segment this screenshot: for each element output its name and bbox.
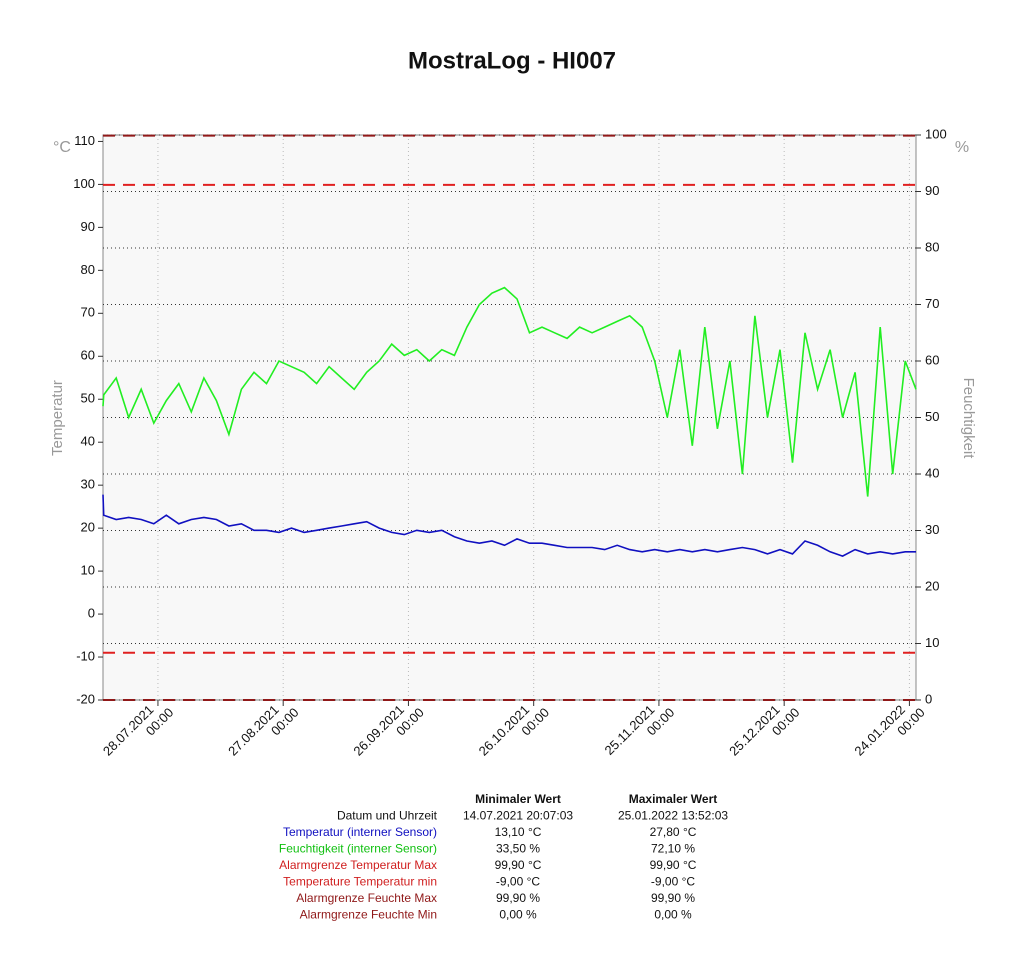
y-tick-label: 90 [81, 219, 95, 234]
y-tick-label: 60 [81, 348, 95, 363]
x-tick-label: 25.12.202100:00 [726, 694, 802, 770]
y-axis-title: Temperatur [49, 380, 66, 456]
min-value: -9,00 °C [496, 875, 540, 889]
row-label: Alarmgrenze Feuchte Max [296, 891, 437, 905]
y-tick-label: 70 [81, 305, 95, 320]
x-tick-label: 26.10.202100:00 [476, 694, 552, 770]
min-value: 13,10 °C [495, 825, 542, 839]
y2-tick-label: 70 [925, 296, 939, 311]
min-value: 14.07.2021 20:07:03 [463, 809, 573, 823]
column-header: Minimaler Wert [475, 792, 561, 806]
min-value: 99,90 % [496, 891, 540, 905]
x-tick-label: 28.07.202100:00 [100, 694, 176, 770]
data-line [102, 286, 917, 497]
row-label: Alarmgrenze Temperatur Max [279, 858, 437, 872]
min-value: 33,50 % [496, 842, 540, 856]
row-label: Alarmgrenze Feuchte Min [300, 908, 437, 922]
data-line [102, 494, 916, 557]
x-tick-label: 26.09.202100:00 [351, 694, 427, 770]
y-tick-label: 20 [81, 520, 95, 535]
row-label: Temperature Temperatur min [283, 875, 437, 889]
row-label: Datum und Uhrzeit [337, 809, 438, 823]
y-tick-label: 100 [73, 176, 95, 191]
min-value: 0,00 % [499, 908, 537, 922]
row-label: Feuchtigkeit (interner Sensor) [279, 842, 437, 856]
y-tick-label: -10 [76, 648, 95, 663]
column-header: Maximaler Wert [629, 792, 717, 806]
y-tick-label: 110 [74, 133, 95, 148]
y2-tick-label: 100 [925, 126, 947, 141]
max-value: 0,00 % [654, 908, 692, 922]
max-value: 99,90 °C [650, 858, 697, 872]
y-tick-label: 40 [81, 434, 95, 449]
y2-tick-label: 90 [925, 183, 939, 198]
y2-tick-label: 60 [925, 352, 939, 367]
y-tick-label: 30 [81, 477, 95, 492]
row-label: Temperatur (interner Sensor) [283, 825, 437, 839]
max-value: -9,00 °C [651, 875, 695, 889]
y2-unit: % [955, 139, 969, 156]
x-tick-label: 24.01.202200:00 [852, 694, 928, 770]
y2-axis-title: Feuchtigkeit [960, 378, 977, 460]
y2-tick-label: 30 [925, 522, 939, 537]
y-tick-label: -20 [76, 691, 95, 706]
y-tick-label: 10 [81, 563, 95, 578]
max-value: 27,80 °C [650, 825, 697, 839]
x-tick-label: 25.11.202100:00 [602, 694, 678, 770]
plot-area [102, 134, 917, 701]
y-tick-label: 0 [88, 606, 95, 621]
min-value: 99,90 °C [495, 858, 542, 872]
chart-title: MostraLog - HI007 [408, 47, 616, 74]
y2-tick-label: 40 [925, 465, 939, 480]
y2-tick-label: 80 [925, 239, 939, 254]
y2-tick-label: 0 [925, 691, 932, 706]
y-tick-label: 80 [81, 262, 95, 277]
y-unit: °C [53, 139, 71, 156]
max-value: 72,10 % [651, 842, 695, 856]
max-value: 99,90 % [651, 891, 695, 905]
y2-tick-label: 10 [925, 635, 939, 650]
y2-tick-label: 20 [925, 578, 939, 593]
y-tick-label: 50 [81, 391, 95, 406]
y2-tick-label: 50 [925, 409, 939, 424]
max-value: 25.01.2022 13:52:03 [618, 809, 728, 823]
x-tick-label: 27.08.202100:00 [225, 694, 301, 770]
